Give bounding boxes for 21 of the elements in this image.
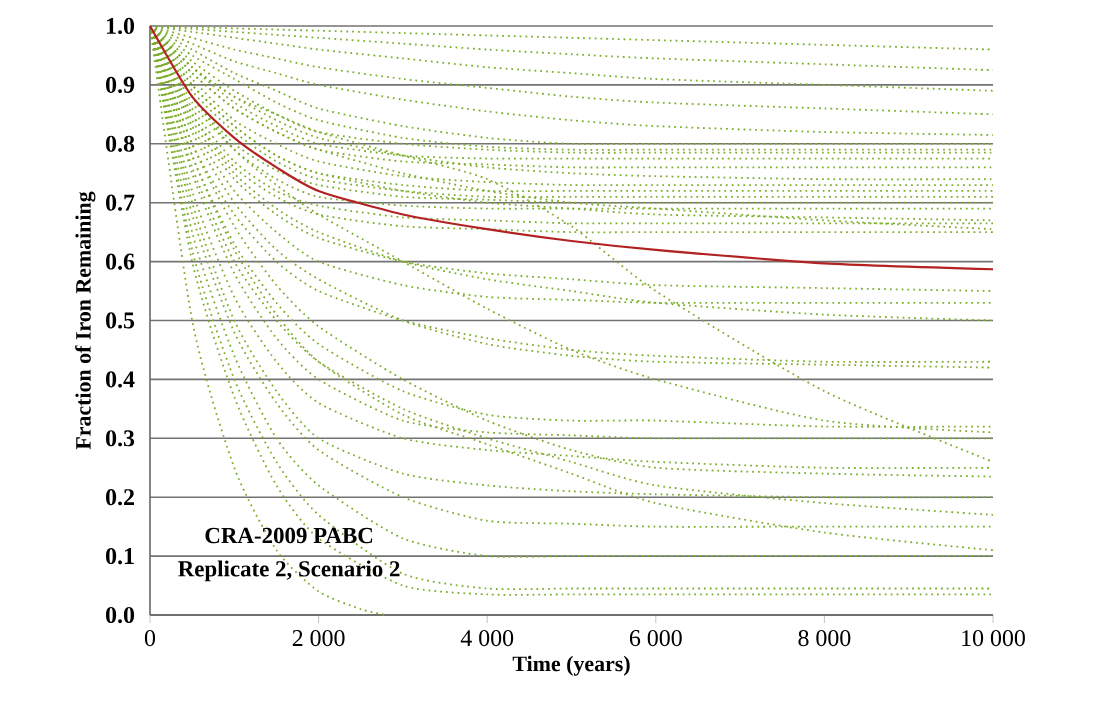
x-axis-title: Time (years) bbox=[512, 655, 630, 676]
y-axis-title: Fraction of Iron Remaining bbox=[75, 191, 96, 450]
y-tick-label: 0.2 bbox=[106, 489, 134, 506]
y-tick-label: 0.9 bbox=[106, 76, 135, 94]
annotation: CRA-2009 PABC bbox=[205, 527, 373, 544]
y-tick-label: 0.7 bbox=[106, 194, 135, 211]
x-tick-label: 6 000 bbox=[629, 630, 682, 647]
y-tick-label: 0.5 bbox=[106, 312, 135, 329]
y-tick-label: 1.0 bbox=[107, 17, 135, 35]
x-tick-label: 8 000 bbox=[798, 630, 851, 647]
y-tick-label: 0.3 bbox=[106, 430, 135, 447]
y-tick-label: 0.1 bbox=[106, 547, 134, 565]
annotation: Replicate 2, Scenario 2 bbox=[178, 560, 400, 582]
x-tick-label: 2 000 bbox=[292, 630, 345, 647]
x-tick-label: 4 000 bbox=[460, 630, 514, 647]
y-tick-label: 0.6 bbox=[106, 253, 135, 270]
y-tick-label: 0.8 bbox=[106, 135, 135, 152]
y-tick-label: 0.4 bbox=[106, 371, 135, 388]
x-tick-label: 0 bbox=[144, 630, 156, 647]
y-tick-label: 0.0 bbox=[106, 606, 135, 624]
x-tick-label: 10 000 bbox=[962, 630, 1025, 647]
